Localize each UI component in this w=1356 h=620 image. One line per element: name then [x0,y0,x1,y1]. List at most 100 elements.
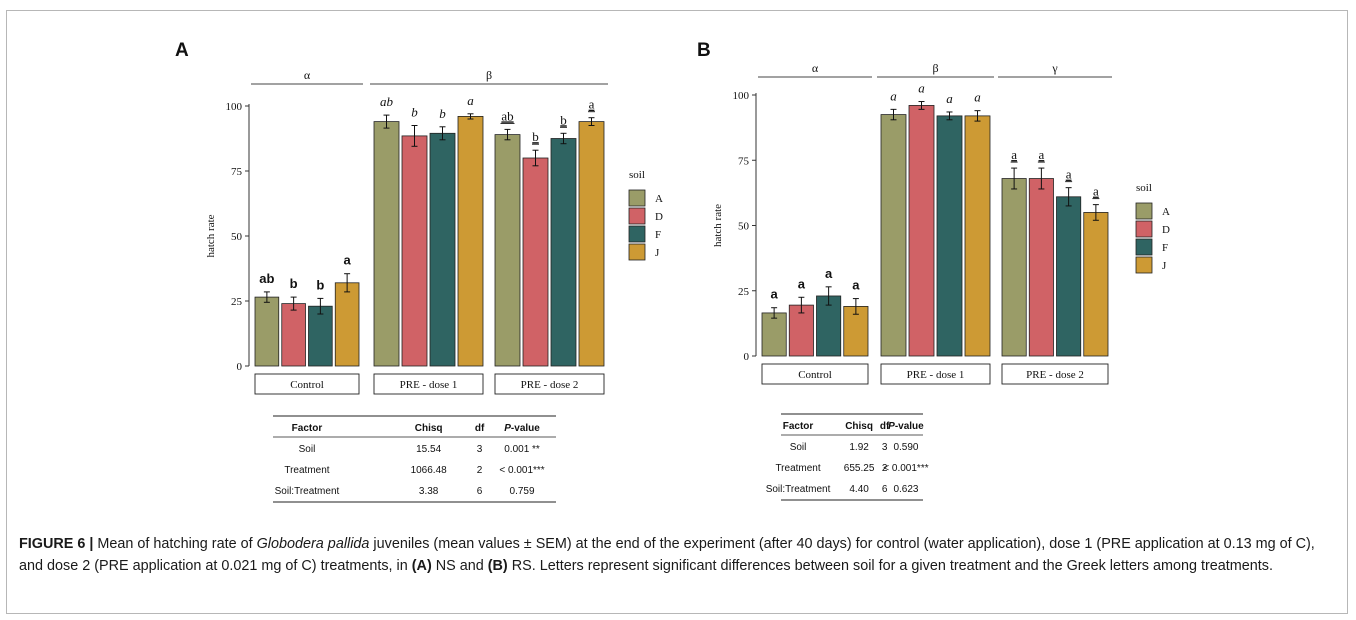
panel-b-letter: B [697,40,711,61]
panel-a-facet-label: PRE - dose 1 [400,379,458,391]
panel-a-bar [401,135,428,367]
panel-b-significance-letter: a [946,91,953,106]
panel-a-table-cell: 3.38 [419,486,439,497]
panel-a-legend-label: F [655,229,661,241]
panel-a-table-cell: Soil:Treatment [275,486,340,497]
caption-text-4: RS. Letters represent significant differ… [507,558,1273,574]
panel-a-y-tick-label: 0 [237,361,243,373]
panel-b-y-tick-label: 25 [738,286,750,298]
panel-b-table-header: P-value [888,421,924,432]
panel-b-bar [1001,178,1027,357]
panel-a-facet-label: Control [290,379,324,391]
panel-b-significance-letter: a [890,88,897,103]
figure-frame: A 0 25 50 75 100 hatch rate ab b b a Control ab b b a PR… [6,10,1348,614]
panel-b-table-cell: 3 [882,442,888,453]
panel-b-table-cell: 0.623 [893,484,918,495]
panel-a-legend-swatch [628,225,646,243]
panel-a-table-header: Factor [292,423,323,434]
panel-b-significance-letter: a [918,81,925,96]
panel-b-legend-label: D [1162,224,1170,236]
panel-a-bar [373,121,400,367]
panel-b-table-cell: < 0.001*** [883,463,928,474]
panel-b-facet-strip [761,363,869,385]
panel-a-table-cell: 15.54 [416,444,441,455]
panel-b-bar [1028,178,1054,357]
panel-b-table-cell: Soil:Treatment [766,484,831,495]
panel-a-table-cell: Treatment [284,465,329,476]
panel-b-table-cell: 4.40 [849,484,869,495]
panel-a-bar [281,303,306,367]
panel-b-group-label: γ [1051,61,1058,75]
panel-a-bar [550,138,577,367]
panel-a-significance-letter: ab [259,271,274,286]
panel-b-bar [761,312,787,357]
panel-a-y-tick-label: 75 [231,166,243,178]
panel-b-significance-letter: a [771,287,779,302]
panel-b-significance-letter: a [1011,147,1017,162]
panel-a-bar [494,134,521,367]
panel-b-y-tick-label: 0 [744,351,750,363]
panel-a-bar [429,132,456,367]
panel-b-table-cell: 655.25 [844,463,875,474]
panel-b-y-tick-label: 75 [738,155,750,167]
panel-b-table-cell: 0.590 [893,442,918,453]
panel-b-bar [1056,196,1082,357]
panel-a-y-label: hatch rate [205,214,217,257]
panel-a-table-cell: 6 [477,486,483,497]
caption-species: Globodera pallida [256,536,370,552]
panel-a-letter: A [175,40,189,61]
panel-b-bar [964,115,991,357]
panel-b-legend-swatch [1135,238,1153,256]
panel-a-legend-label: J [655,247,660,259]
panel-b-legend-title: soil [1136,182,1152,194]
panel-a-significance-letter: a [589,97,595,112]
panel-b-bar [880,114,907,357]
panel-a-significance-letter: b [560,112,567,127]
panel-b-significance-letter: a [1038,147,1044,162]
caption-ref-a: (A) [411,558,432,574]
panel-a-y-tick-label: 25 [231,296,243,308]
caption-text-1: Mean of hatching rate of [93,536,257,552]
panel-a-y-tick-label: 50 [231,231,243,243]
panel-a-table-cell: Soil [299,444,316,455]
panel-a-significance-letter: b [439,106,446,121]
panel-b-significance-letter: a [1066,167,1072,182]
panel-b-significance-letter: a [1093,184,1099,199]
panel-a-bar [522,157,549,367]
caption-ref-b: (B) [487,558,508,574]
panel-a-legend-label: A [655,193,663,205]
panel-b-legend-swatch [1135,256,1153,274]
panel-a-legend-title: soil [629,169,645,181]
panel-b-y-tick-label: 100 [733,90,750,102]
panel-b-significance-letter: a [974,90,981,105]
panel-a-significance-letter: a [467,93,474,108]
panel-a-y-tick-label: 100 [226,101,243,113]
panel-b-y-label: hatch rate [712,204,724,247]
panel-a-table-cell: 1066.48 [411,465,448,476]
panel-a-significance-letter: b [290,276,298,291]
panel-b-facet-strip [880,363,991,385]
panel-a-table-header: P-value [504,423,540,434]
panel-a-table-header: Chisq [415,423,443,434]
panel-a-bar [308,305,333,367]
panel-b-significance-letter: a [825,266,833,281]
panel-a-significance-letter: b [411,105,418,120]
panel-a-bar [254,296,280,367]
caption-text-2: juveniles (mean values ± SEM) at the end… [19,536,1315,574]
panel-a-significance-letter: b [532,129,539,144]
panel-b-group-label: β [932,61,938,75]
panel-a-legend-label: D [655,211,663,223]
panel-b-table-cell: 6 [882,484,888,495]
panel-a-table-cell: < 0.001*** [499,465,544,476]
panel-a-table-cell: 3 [477,444,483,455]
panel-a-facet-label: PRE - dose 2 [521,379,579,391]
panel-a-group-label: α [304,68,311,82]
panel-a-table-header: df [475,423,485,434]
panel-b-bar [1083,212,1109,357]
panel-a-bar [334,282,360,367]
panel-b-legend-swatch [1135,202,1153,220]
panel-b-legend-swatch [1135,220,1153,238]
panel-b-table-header: df [880,421,890,432]
panel-a-facet-strip [373,373,484,395]
